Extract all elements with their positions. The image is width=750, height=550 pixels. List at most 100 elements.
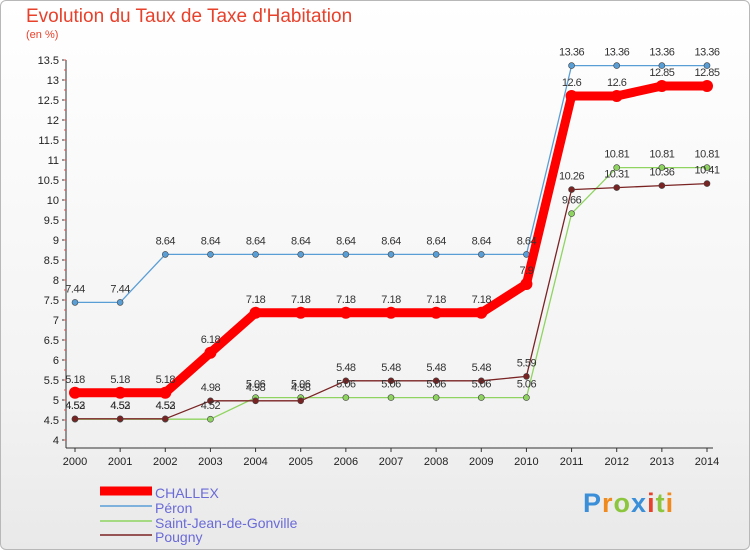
data-point-challex — [610, 90, 623, 102]
legend-label-peron: Péron — [155, 500, 193, 516]
y-tick-label: 10.5 — [38, 175, 59, 187]
data-label-pougny: 4.53 — [156, 400, 176, 412]
data-label-saint-jean-de-gonville: 4.52 — [201, 400, 221, 412]
data-label-saint-jean-de-gonville: 5.06 — [336, 379, 356, 391]
series-line-p-ron — [74, 64, 708, 304]
data-point-p-ron — [432, 251, 440, 258]
data-label-pougny: 4.98 — [246, 382, 266, 394]
data-label-pougny: 4.98 — [201, 382, 221, 394]
data-point-saint-jean-de-gonville — [613, 164, 621, 171]
y-tick-label: 11 — [48, 155, 59, 167]
data-point-saint-jean-de-gonville — [658, 164, 666, 171]
x-tick-label: 2003 — [198, 456, 222, 468]
x-tick-label: 2011 — [560, 456, 584, 468]
data-label-p-ron: 8.64 — [201, 235, 221, 247]
y-tick-label: 4.5 — [44, 415, 59, 427]
data-label-pougny: 10.26 — [559, 171, 584, 183]
data-label-p-ron: 8.64 — [246, 235, 266, 247]
data-point-saint-jean-de-gonville — [568, 210, 575, 217]
y-tick-label: 9.5 — [44, 215, 59, 227]
data-point-saint-jean-de-gonville — [207, 415, 214, 423]
data-point-saint-jean-de-gonville — [477, 394, 485, 401]
x-tick-label: 2002 — [153, 456, 177, 468]
x-tick-label: 2009 — [469, 456, 493, 468]
data-point-challex — [294, 306, 307, 319]
data-label-challex: 7.18 — [246, 294, 266, 306]
data-point-challex — [701, 80, 713, 92]
data-label-pougny: 4.98 — [291, 382, 311, 394]
data-label-pougny: 4.53 — [65, 400, 85, 412]
y-tick-label: 12 — [47, 115, 59, 127]
x-tick-label: 2013 — [650, 456, 674, 468]
data-label-saint-jean-de-gonville: 10.81 — [604, 149, 629, 161]
data-label-saint-jean-de-gonville: 5.06 — [246, 379, 266, 391]
data-label-p-ron: 8.64 — [381, 235, 401, 247]
data-label-challex: 7.9 — [520, 265, 534, 277]
data-point-challex — [69, 386, 81, 399]
data-label-challex: 7.18 — [426, 294, 446, 306]
data-label-pougny: 10.41 — [694, 165, 719, 177]
data-point-pougny — [523, 373, 530, 380]
y-tick-label: 9 — [53, 235, 59, 247]
data-label-saint-jean-de-gonville: 4.52 — [110, 400, 130, 412]
logo-letter: i — [647, 488, 656, 518]
data-label-p-ron: 13.36 — [694, 47, 719, 59]
data-point-pougny — [658, 182, 666, 189]
y-tick-label: 13.5 — [38, 55, 59, 67]
data-point-p-ron — [342, 251, 350, 258]
data-label-saint-jean-de-gonville: 4.52 — [156, 400, 176, 412]
legend-label-saint-jean-de-gonville: Saint-Jean-de-Gonville — [155, 515, 298, 531]
data-point-saint-jean-de-gonville — [523, 394, 530, 401]
y-tick-label: 12.5 — [38, 95, 59, 107]
legend-label-pougny: Pougny — [155, 529, 203, 545]
series-challex — [69, 80, 713, 399]
y-tick-label: 6 — [53, 355, 59, 367]
data-point-p-ron — [477, 251, 485, 258]
data-point-pougny — [568, 186, 575, 193]
data-point-challex — [249, 306, 262, 319]
data-label-p-ron: 7.44 — [110, 283, 130, 295]
x-tick-label: 2006 — [334, 456, 358, 468]
data-label-pougny: 5.48 — [472, 362, 492, 374]
data-point-saint-jean-de-gonville — [432, 394, 440, 401]
y-tick-label: 6.5 — [44, 335, 59, 347]
series-pougny — [71, 180, 711, 423]
data-point-challex — [475, 306, 488, 319]
x-tick-label: 2008 — [424, 456, 448, 468]
data-label-challex: 5.18 — [65, 374, 85, 386]
data-point-pougny — [342, 377, 350, 385]
data-label-pougny: 5.48 — [336, 362, 356, 374]
data-point-p-ron — [387, 251, 395, 258]
data-point-pougny — [116, 415, 124, 423]
data-point-p-ron — [207, 251, 214, 258]
data-label-p-ron: 7.44 — [65, 283, 85, 295]
legend-label-challex: CHALLEX — [155, 485, 219, 501]
data-point-saint-jean-de-gonville — [387, 394, 395, 401]
data-point-pougny — [297, 397, 305, 405]
data-point-pougny — [703, 180, 711, 187]
data-label-challex: 12.85 — [649, 67, 674, 79]
logo-letter: x — [631, 488, 648, 518]
logo-letter: P — [583, 488, 603, 518]
data-label-saint-jean-de-gonville: 5.06 — [517, 379, 537, 391]
logo-letter: t — [655, 488, 666, 518]
data-label-saint-jean-de-gonville: 4.52 — [65, 400, 85, 412]
data-label-pougny: 4.53 — [110, 400, 130, 412]
data-label-saint-jean-de-gonville: 5.06 — [291, 379, 311, 391]
data-point-challex — [565, 90, 578, 102]
y-tick-label: 7.5 — [44, 295, 59, 307]
data-label-challex: 5.18 — [156, 374, 176, 386]
data-point-p-ron — [71, 299, 79, 306]
data-label-p-ron: 8.64 — [472, 235, 492, 247]
data-point-pougny — [252, 397, 259, 405]
y-tick-label: 5.5 — [44, 375, 59, 387]
y-tick-label: 7 — [53, 315, 59, 327]
data-point-challex — [114, 386, 127, 399]
data-label-saint-jean-de-gonville: 10.81 — [694, 149, 719, 161]
x-tick-label: 2004 — [243, 456, 267, 468]
chart-subtitle: (en %) — [26, 29, 59, 41]
data-point-p-ron — [658, 62, 666, 69]
logo-letter: o — [613, 488, 632, 518]
data-point-p-ron — [116, 299, 124, 306]
